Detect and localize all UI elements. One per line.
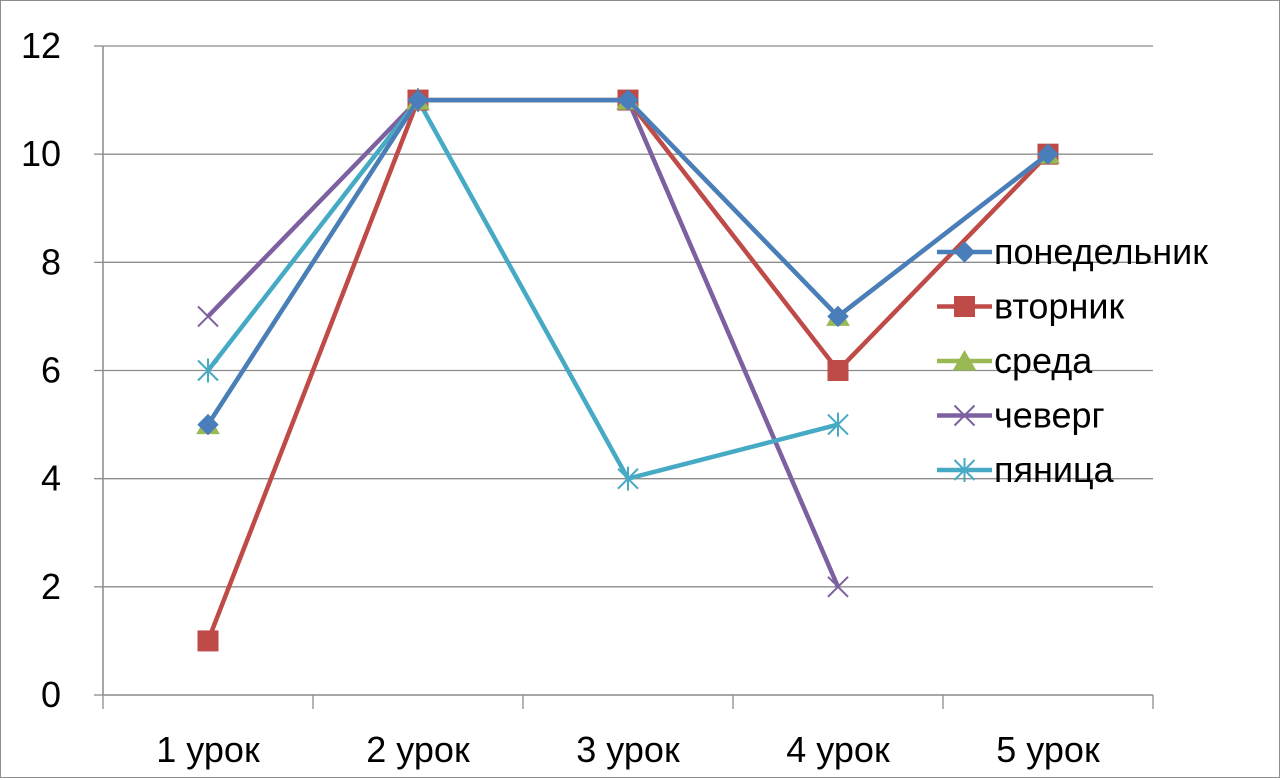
gridlines	[103, 45, 1153, 588]
legend-label: пяница	[994, 449, 1115, 490]
legend-swatch-marker	[953, 458, 976, 482]
legend-item: среда	[937, 340, 1093, 381]
y-tick-label: 10	[21, 133, 61, 174]
data-point	[617, 466, 639, 491]
legend-label: среда	[994, 340, 1093, 381]
legend-swatch-marker	[952, 350, 977, 371]
legend-label: вторник	[994, 286, 1124, 327]
y-tick-label: 4	[41, 458, 61, 499]
y-tick-label: 0	[41, 674, 61, 715]
data-point	[197, 413, 219, 436]
series-line	[206, 97, 841, 588]
legend-label: чеверг	[994, 395, 1105, 436]
data-point	[827, 305, 849, 328]
data-point	[617, 89, 639, 111]
y-tick-label: 8	[41, 241, 61, 282]
series-1	[197, 89, 1059, 436]
y-tick-label: 2	[41, 566, 61, 607]
data-point	[197, 358, 219, 383]
series-4	[197, 89, 849, 598]
legend-item: пяница	[937, 449, 1115, 490]
series-lines	[196, 88, 1060, 652]
series-line	[206, 97, 839, 481]
legend-swatch-marker	[954, 296, 975, 317]
axes	[94, 45, 1154, 709]
data-point	[827, 412, 849, 437]
x-tick-label: 1 урок	[156, 729, 260, 770]
x-tick-label: 5 урок	[996, 729, 1100, 770]
x-axis-tick-labels: 1 урок 2 урок 3 урок 4 урок 5 урок	[156, 729, 1100, 770]
data-point	[1037, 143, 1059, 165]
data-point	[827, 360, 849, 381]
data-point	[827, 576, 849, 598]
x-tick-label: 2 урок	[366, 729, 470, 770]
legend: понедельник вторник среда чеверг пяница	[937, 231, 1208, 490]
y-axis-tick-labels: 0 2 4 6 8 10 12	[21, 25, 61, 715]
x-tick-label: 4 урок	[786, 729, 890, 770]
y-tick-label: 6	[41, 350, 61, 391]
legend-item: чеверг	[937, 395, 1105, 436]
data-point	[407, 89, 429, 111]
legend-item: вторник	[937, 286, 1124, 327]
legend-swatch-marker	[953, 241, 976, 263]
data-point	[197, 305, 219, 328]
legend-label: понедельник	[994, 231, 1208, 272]
x-tick-label: 3 урок	[576, 729, 680, 770]
legend-swatch-marker	[953, 404, 976, 427]
y-tick-label: 12	[21, 25, 61, 66]
legend-item: понедельник	[937, 231, 1208, 272]
data-point	[197, 630, 219, 652]
